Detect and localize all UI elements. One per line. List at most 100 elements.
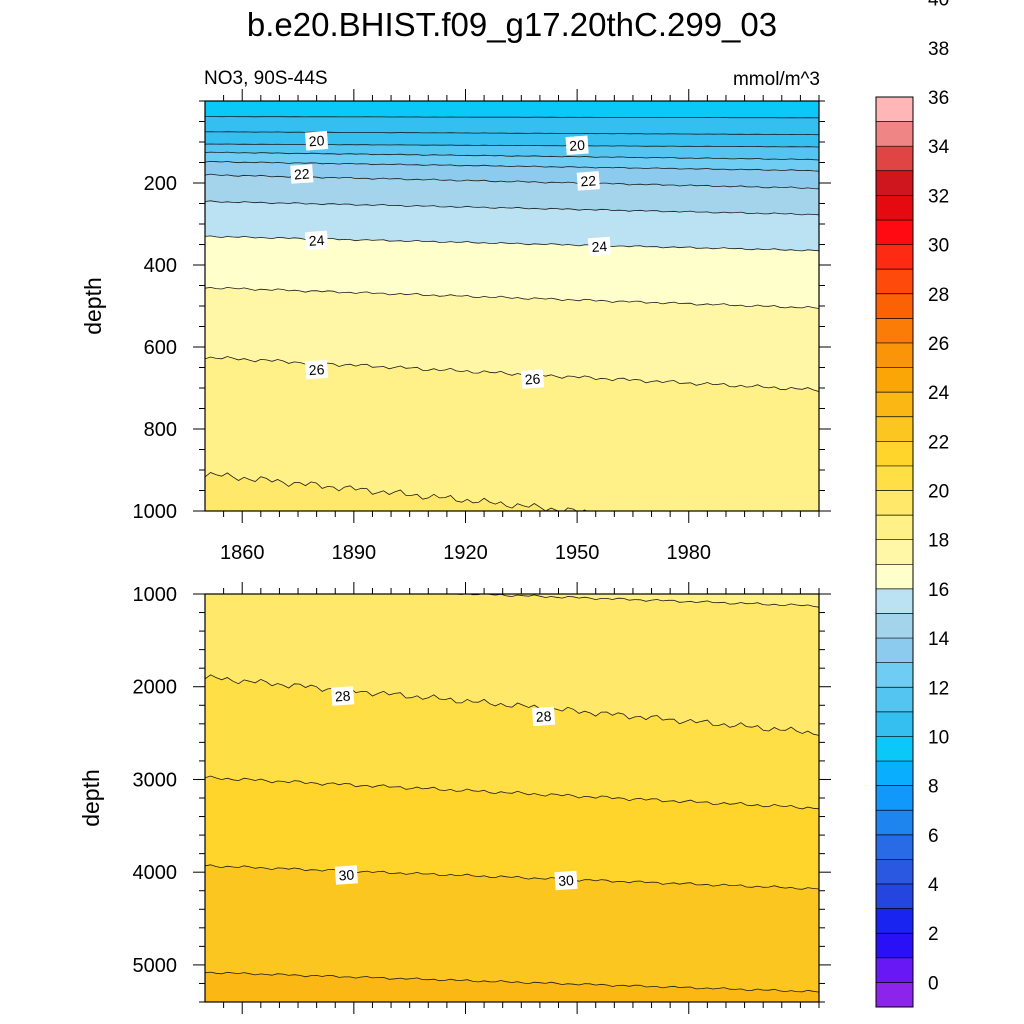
upper-contour-line <box>205 286 819 309</box>
x-tick-label: 1860 <box>220 542 265 564</box>
colorbar-swatch <box>876 957 913 983</box>
lower-contour-label: 28 <box>331 686 355 706</box>
upper-contour-label: 24 <box>587 236 612 257</box>
upper-contour-label-box <box>304 359 329 380</box>
colorbar-tick-label: 8 <box>928 777 939 798</box>
upper-contour-label-text: 26 <box>524 370 541 387</box>
lower-y-tick-label: 4000 <box>133 862 178 884</box>
lower-y-tick-label: 5000 <box>133 955 178 977</box>
colorbar-swatch <box>876 392 913 418</box>
colorbar-swatch <box>876 662 913 688</box>
colorbar-tick-label: 16 <box>928 580 949 601</box>
upper-contour-label-box <box>576 171 600 191</box>
colorbar-swatch <box>876 121 913 147</box>
colorbar-tick-label: 10 <box>928 728 949 749</box>
upper-contour-label-box <box>290 164 314 184</box>
upper-depth-panel: 20 20 22 22 24 24 26 26 200 400 600 800 1000 1860 189… <box>80 89 831 564</box>
colorbar-swatch <box>876 269 913 295</box>
lower-contour-label-box <box>334 865 359 885</box>
lower-contour-label: 30 <box>334 865 359 885</box>
lower-contour-label-box <box>554 870 578 891</box>
lower-contour-line <box>205 674 819 736</box>
upper-contour-label-text: 22 <box>580 172 597 189</box>
colorbar-swatch <box>876 711 913 737</box>
colorbar-tick-label: 12 <box>928 678 949 699</box>
lower-fill-band <box>205 864 819 1002</box>
colorbar-frame <box>875 96 914 1008</box>
upper-contour-line <box>205 151 819 161</box>
colorbar-tick-label: 30 <box>928 236 949 257</box>
lower-fill-band <box>205 972 819 1002</box>
colorbar-swatch <box>876 785 913 811</box>
upper-contour-line <box>205 116 819 119</box>
upper-y-tick-label: 400 <box>144 255 177 277</box>
colorbar-swatch <box>876 588 913 614</box>
upper-contour-label: 20 <box>565 135 589 156</box>
colorbar-swatch <box>876 490 913 516</box>
colorbar-swatch <box>876 638 913 664</box>
upper-contour-label: 26 <box>304 359 329 380</box>
upper-contour-label-box <box>304 230 329 251</box>
colorbar-tick-label: 28 <box>928 285 949 306</box>
upper-contour-label: 22 <box>576 171 600 191</box>
upper-contour-label-box <box>587 236 612 257</box>
colorbar-tick-label: 0 <box>928 973 939 994</box>
lower-y-tick-label: 3000 <box>133 769 178 791</box>
colorbar-swatch <box>876 367 913 393</box>
lower-contour-label: 30 <box>554 870 578 891</box>
subtitle-right: mmol/m^3 <box>733 69 820 90</box>
lower-contour-label-text: 30 <box>338 866 355 883</box>
upper-contour-line <box>205 200 819 216</box>
upper-y-tick-label: 1000 <box>133 501 178 523</box>
colorbar-swatch <box>876 933 913 959</box>
colorbar-swatch <box>876 441 913 467</box>
lower-contour-label-text: 30 <box>558 872 575 889</box>
lower-depth-panel: 28 28 30 30 1000 2000 3000 4000 5000 depth <box>78 582 831 1014</box>
colorbar-swatch <box>876 908 913 934</box>
lower-filled-contours <box>205 594 819 1002</box>
x-tick-label: 1920 <box>443 542 488 564</box>
colorbar-swatch <box>876 170 913 196</box>
lower-contour-label: 28 <box>531 706 556 727</box>
lower-contour-label-text: 28 <box>334 687 351 704</box>
lower-contour-labels: 28 28 30 30 <box>331 686 578 891</box>
x-tick-label: 1890 <box>332 542 377 564</box>
colorbar-swatch <box>876 834 913 860</box>
colorbar-swatch <box>876 884 913 910</box>
upper-contour-line <box>205 160 819 172</box>
subtitle-left: NO3, 90S-44S <box>204 68 328 89</box>
colorbar-tick-label: 4 <box>928 875 939 896</box>
upper-y-tick-label: 800 <box>144 419 177 441</box>
colorbar-swatch <box>876 97 913 122</box>
lower-contour-line <box>205 864 819 890</box>
colorbar-swatch <box>876 613 913 639</box>
colorbar-tick-label: 26 <box>928 334 949 355</box>
colorbar-swatch <box>876 982 913 1008</box>
colorbar-swatch <box>876 244 913 270</box>
x-tick-label: 1980 <box>667 542 712 564</box>
colorbar-tick-label: 38 <box>928 39 949 60</box>
colorbar-swatch <box>876 342 913 368</box>
colorbar-tick-label: 34 <box>928 137 950 158</box>
colorbar-swatch <box>876 416 913 442</box>
colorbar-swatch <box>876 810 913 836</box>
lower-contour-label-text: 28 <box>535 708 552 725</box>
colorbar-tick-label: 24 <box>928 383 950 404</box>
upper-contour-label-text: 24 <box>308 232 325 249</box>
upper-contour-label-text: 26 <box>308 361 325 378</box>
colorbar-swatch <box>876 761 913 787</box>
upper-y-tick-label: 200 <box>144 173 177 195</box>
colorbar-swatch <box>876 736 913 762</box>
colorbar-swatch <box>876 293 913 319</box>
lower-contour-label-box <box>531 706 556 727</box>
colorbar-tick-label: 32 <box>928 186 949 207</box>
x-tick-label: 1950 <box>555 542 600 564</box>
colorbar-tick-label: 6 <box>928 826 939 847</box>
lower-contour-lines <box>205 594 819 993</box>
upper-contour-label-box <box>304 131 329 151</box>
colorbar-swatch <box>876 195 913 221</box>
colorbar-tick-label: 2 <box>928 924 939 945</box>
lower-contour-line <box>454 594 819 608</box>
upper-contour-line <box>205 131 819 136</box>
